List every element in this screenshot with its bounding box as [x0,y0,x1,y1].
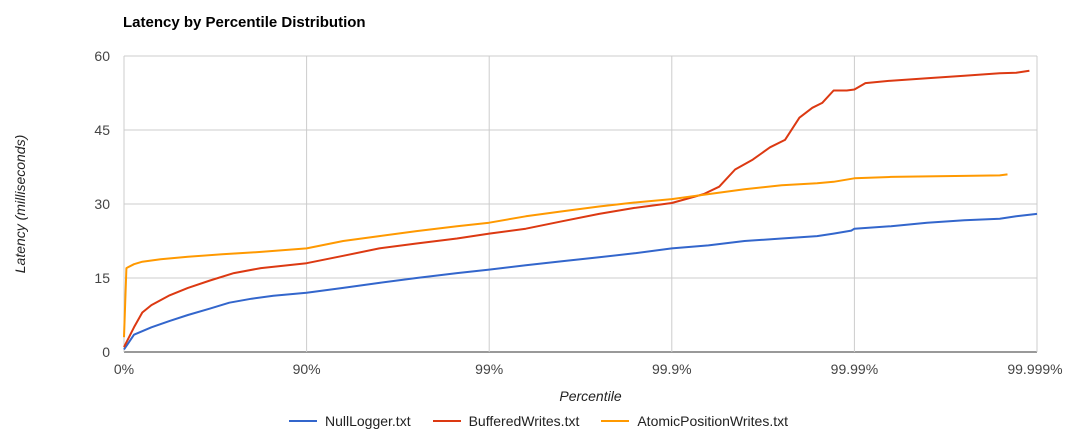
legend-swatch [432,420,461,422]
legend-label: AtomicPositionWrites.txt [637,413,789,429]
chart-title: Latency by Percentile Distribution [123,14,366,31]
x-tick-label: 99.999% [1007,361,1062,377]
y-tick-label: 0 [102,344,110,360]
legend-swatch [601,420,630,422]
x-tick-label: 99% [475,361,503,377]
series-line-2 [123,173,1008,338]
x-tick-label: 0% [114,361,134,377]
x-tick-label: 90% [293,361,321,377]
y-tick-label: 15 [94,270,110,286]
x-tick-label: 99.9% [652,361,692,377]
legend-item-0[interactable]: NullLogger.txt [288,413,411,429]
legend-label: BufferedWrites.txt [468,413,580,429]
y-tick-label: 45 [94,122,110,138]
legend: NullLogger.txt BufferedWrites.txt AtomicPo… [0,413,1077,429]
grid [123,55,1038,353]
series-line-1 [123,69,1030,348]
x-tick-label: 99.99% [831,361,878,377]
legend-item-1[interactable]: BufferedWrites.txt [432,413,580,429]
axis-ticks: 0 15 30 45 60 0% 90% 99% 99.9% 99.99% 99.999% [94,48,1062,377]
legend-item-2[interactable]: AtomicPositionWrites.txt [601,413,788,429]
series-line-0 [123,212,1038,351]
y-tick-label: 60 [94,48,110,64]
x-axis-title: Percentile [559,388,621,404]
y-tick-label: 30 [94,196,110,212]
legend-swatch [288,420,317,422]
series-lines [123,69,1038,351]
legend-label: NullLogger.txt [324,413,411,429]
y-axis-title: Latency (milliseconds) [12,135,28,274]
